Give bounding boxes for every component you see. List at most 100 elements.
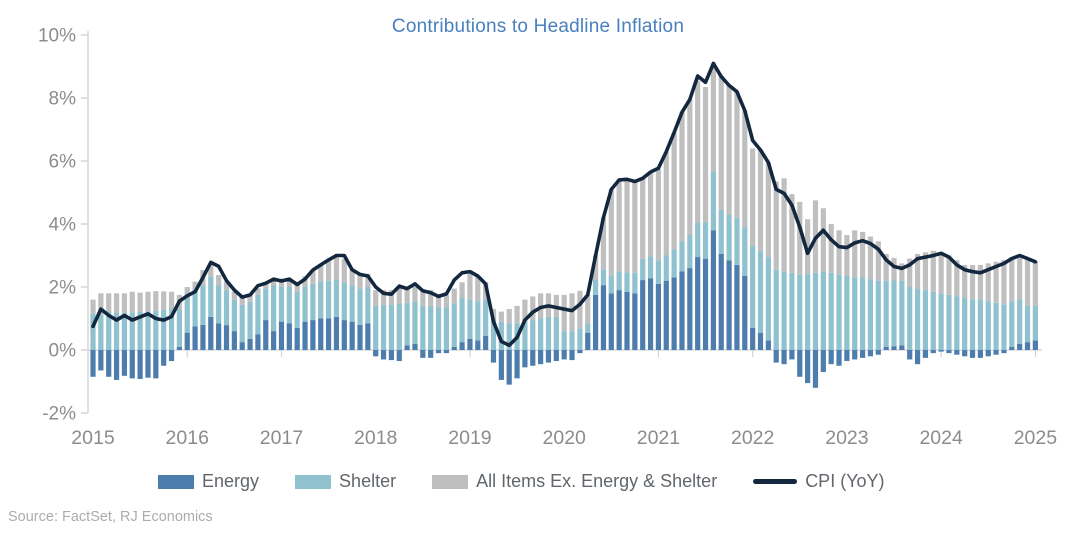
y-axis-label: -2% xyxy=(42,404,76,425)
bar-segment xyxy=(695,257,701,350)
bar-segment xyxy=(255,294,261,335)
bar-segment xyxy=(184,332,190,350)
bar-segment xyxy=(993,261,999,303)
bar-segment xyxy=(129,291,135,313)
bar-segment xyxy=(137,292,143,312)
bar-segment xyxy=(946,350,952,354)
bar-segment xyxy=(797,274,803,350)
bar-segment xyxy=(836,350,842,366)
bar-segment xyxy=(726,214,732,261)
bar-segment xyxy=(325,318,332,350)
bar-segment xyxy=(820,350,826,373)
bar-segment xyxy=(286,287,292,324)
bar-segment xyxy=(969,264,976,300)
bar-segment xyxy=(223,290,230,326)
bar-segment xyxy=(569,331,575,350)
bar-segment xyxy=(247,294,253,302)
bar-segment xyxy=(396,303,402,350)
bar-segment xyxy=(137,311,143,350)
bar-segment xyxy=(922,290,929,350)
bar-segment xyxy=(608,275,614,294)
bar-segment xyxy=(255,288,261,295)
bar-segment xyxy=(938,252,944,294)
bar-segment xyxy=(914,288,921,350)
legend-item-shelter: Shelter xyxy=(295,471,396,492)
bar-segment xyxy=(797,201,803,275)
bar-segment xyxy=(294,327,300,350)
bar-segment xyxy=(1017,257,1023,300)
bar-segment xyxy=(435,350,442,354)
bar-segment xyxy=(357,274,363,289)
bar-segment xyxy=(899,263,905,281)
x-axis-label: 2016 xyxy=(166,427,209,449)
bar-segment xyxy=(380,304,387,350)
bar-segment xyxy=(341,320,347,350)
bar-segment xyxy=(200,285,206,325)
bar-segment xyxy=(412,301,418,344)
bar-segment xyxy=(420,350,426,358)
bar-segment xyxy=(750,246,756,328)
bar-segment xyxy=(420,290,426,306)
bar-segment xyxy=(388,290,395,305)
bar-segment xyxy=(231,299,237,332)
bar-segment xyxy=(341,258,347,283)
bar-segment xyxy=(420,305,426,350)
bar-segment xyxy=(325,261,332,281)
bar-segment xyxy=(742,275,748,350)
bar-segment xyxy=(891,346,897,350)
bar-segment xyxy=(718,209,724,254)
bar-segment xyxy=(435,294,442,308)
bar-segment xyxy=(946,294,952,350)
bar-segment xyxy=(161,350,167,366)
bar-segment xyxy=(718,75,724,210)
bar-segment xyxy=(231,331,237,350)
bar-segment xyxy=(969,350,976,358)
bar-segment xyxy=(750,148,756,247)
bar-segment xyxy=(498,350,504,380)
bar-segment xyxy=(522,299,528,322)
bar-segment xyxy=(333,257,340,280)
bar-segment xyxy=(655,283,662,350)
bar-segment xyxy=(930,350,936,354)
bar-segment xyxy=(891,280,897,347)
bar-segment xyxy=(538,350,544,365)
legend-label-ex-energy-shelter: All Items Ex. Energy & Shelter xyxy=(476,471,718,491)
bar-segment xyxy=(388,304,395,350)
bar-segment xyxy=(962,298,968,350)
bar-segment xyxy=(271,278,277,286)
legend-item-cpi: CPI (YoY) xyxy=(753,471,885,492)
bar-segment xyxy=(90,299,96,314)
bar-segment xyxy=(742,227,748,276)
bar-segment xyxy=(208,276,214,317)
bar-segment xyxy=(1032,261,1038,306)
bar-segment xyxy=(341,282,347,321)
bar-segment xyxy=(600,269,607,286)
bar-segment xyxy=(891,258,897,281)
bar-segment xyxy=(946,255,952,295)
bar-segment xyxy=(498,321,504,350)
bar-segment xyxy=(577,290,583,329)
bar-segment xyxy=(294,282,300,292)
bar-segment xyxy=(239,296,245,305)
bar-segment xyxy=(679,241,685,272)
source-note: Source: FactSet, RJ Economics xyxy=(8,509,213,525)
bar-segment xyxy=(907,350,913,360)
bar-segment xyxy=(553,350,559,362)
bar-segment xyxy=(1017,343,1023,350)
bar-segment xyxy=(977,299,983,350)
bar-segment xyxy=(310,320,316,350)
bar-segment xyxy=(530,350,536,366)
bar-segment xyxy=(247,338,253,350)
bar-segment xyxy=(514,350,520,379)
bar-segment xyxy=(875,350,881,355)
bar-segment xyxy=(608,293,614,350)
bar-segment xyxy=(263,320,269,350)
bar-segment xyxy=(475,301,481,341)
bar-segment xyxy=(726,85,732,215)
bar-segment xyxy=(396,350,402,362)
x-axis-label: 2021 xyxy=(637,427,680,449)
bar-segment xyxy=(993,302,999,350)
bar-segment xyxy=(467,272,473,300)
bar-segment xyxy=(318,281,324,319)
bar-segment xyxy=(545,350,552,363)
